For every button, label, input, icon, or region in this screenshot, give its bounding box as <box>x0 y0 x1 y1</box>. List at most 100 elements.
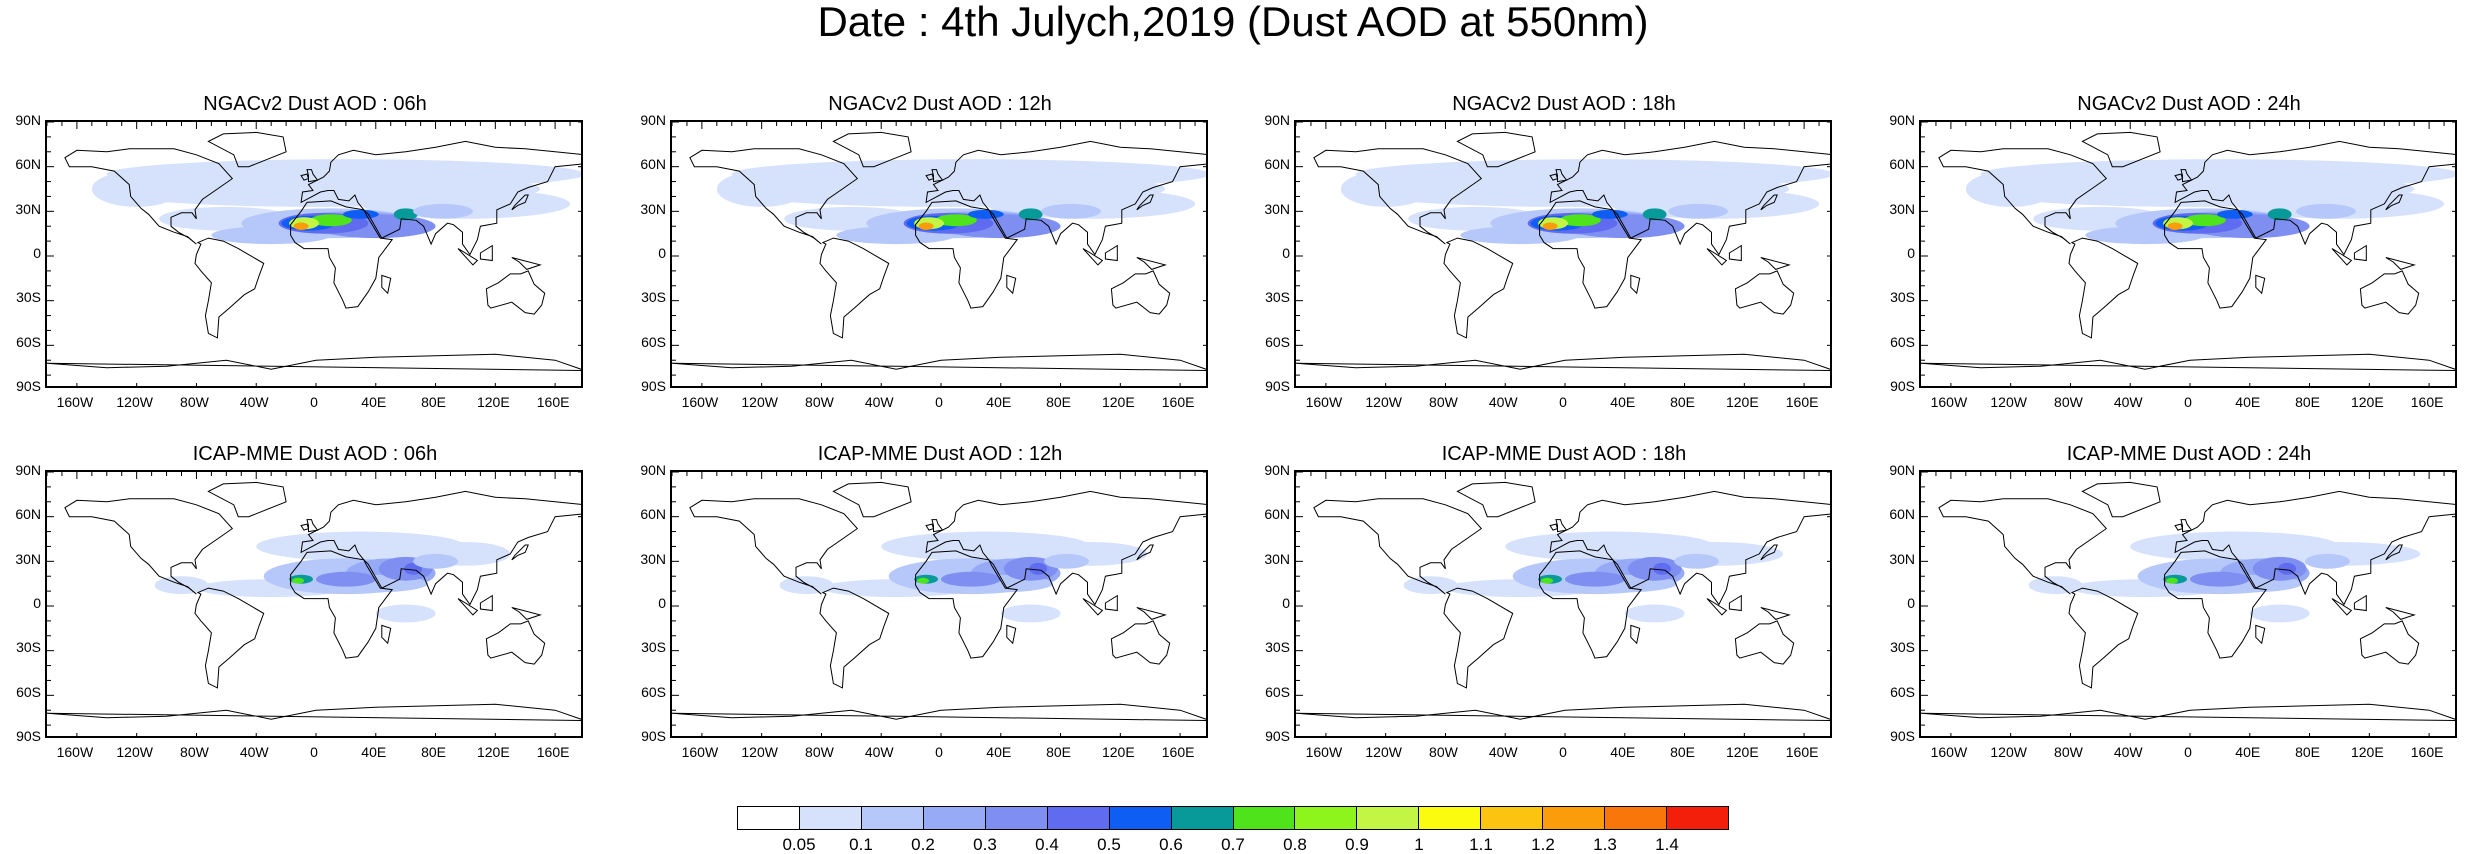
lon-tick-label: 120E <box>1101 394 1135 410</box>
lat-tick-label: 60S <box>641 333 666 350</box>
dust-aod-map <box>1921 122 2455 386</box>
lon-tick-label: 80E <box>1046 394 1072 410</box>
coastline <box>689 148 859 245</box>
lon-tick-label: 120E <box>2350 394 2384 410</box>
dust-aod-contour <box>316 571 376 587</box>
lon-tick-label: 120W <box>1990 744 2027 760</box>
dust-aod-contour <box>1965 171 2056 207</box>
colorbar-swatch <box>1419 807 1482 829</box>
lat-tick-label: 90S <box>1890 728 1915 744</box>
lat-tick-label: 90S <box>641 728 666 744</box>
coastline <box>832 131 912 168</box>
lon-tick-label: 0 <box>935 744 943 760</box>
coastline <box>194 237 265 339</box>
coastline <box>1938 148 2108 245</box>
coastline <box>672 353 1206 372</box>
coastline <box>194 587 265 689</box>
dust-aod-map <box>47 122 581 386</box>
coastline <box>925 140 1206 256</box>
colorbar-swatch <box>799 807 862 829</box>
coastline <box>300 173 310 181</box>
lat-tick-label: 0 <box>658 245 666 261</box>
dust-aod-contour <box>1000 604 1061 623</box>
coastline <box>1706 248 1728 266</box>
figure-title: Date : 4th Julych,2019 (Dust AOD at 550n… <box>817 0 1649 45</box>
colorbar-label: 1.4 <box>1655 835 1679 854</box>
colorbar-label: 0.3 <box>973 835 997 854</box>
colorbar-label: 1.2 <box>1531 835 1555 854</box>
coastline <box>300 140 581 256</box>
dust-aod-contour <box>1591 209 1628 219</box>
coastline <box>1443 587 1514 689</box>
dust-aod-contour <box>1041 203 1101 219</box>
dust-aod-contour <box>1044 553 1089 569</box>
lat-tick-label: 60S <box>16 333 41 350</box>
lat-tick-label: 30N <box>1264 200 1290 217</box>
colorbar-label: 0.4 <box>1035 835 1059 854</box>
lon-tick-label: 120E <box>1725 394 1759 410</box>
dust-aod-contour <box>941 571 1001 587</box>
lon-tick-label: 40E <box>2235 394 2261 410</box>
lon-tick-label: 80E <box>1670 394 1696 410</box>
lon-tick-label: 40E <box>361 394 387 410</box>
dust-aod-contour <box>393 208 418 221</box>
lat-tick-label: 30S <box>1265 289 1290 306</box>
colorbar-swatch <box>923 807 986 829</box>
coastline <box>207 131 287 168</box>
colorbar-swatch <box>1295 807 1358 829</box>
colorbar-label: 0.5 <box>1097 835 1121 854</box>
lat-tick-label: 30S <box>641 639 666 656</box>
lat-tick-label: 90S <box>1890 378 1915 394</box>
lon-tick-label: 40E <box>361 744 387 760</box>
coastline <box>2385 607 2416 620</box>
panel-title: NGACv2 Dust AOD : 24h <box>2077 93 2301 115</box>
dust-aod-contour <box>413 553 458 569</box>
dust-aod-map <box>1296 472 1830 736</box>
lon-tick-label: 80E <box>2295 744 2321 760</box>
coastline <box>47 703 581 722</box>
coastline <box>1760 257 1791 270</box>
dust-aod-contour <box>1668 203 1728 219</box>
coastline <box>1734 620 1795 665</box>
panel-title: ICAP-MME Dust AOD : 06h <box>192 443 438 465</box>
map-panel: ICAP-MME Dust AOD : 24h 90N 60N 30N 0 30S 60S 9… <box>1889 442 2457 777</box>
coastline <box>925 490 1206 606</box>
lon-tick-label: 120E <box>1725 744 1759 760</box>
map-panel: NGACv2 Dust AOD : 12h 90N 60N 30N 0 30S 60S 90S… <box>640 92 1208 427</box>
coastline <box>2180 169 2193 183</box>
coastline <box>306 169 319 183</box>
lon-tick-label: 160W <box>1930 744 1968 760</box>
map-panel: ICAP-MME Dust AOD : 06h 90N 60N 30N 0 30S 60S 9… <box>15 442 583 777</box>
dust-aod-contour <box>292 577 305 584</box>
lon-tick-label: 80E <box>2295 394 2321 410</box>
coastline <box>925 173 935 181</box>
coastline <box>511 544 529 561</box>
lon-tick-label: 80W <box>180 744 209 760</box>
colorbar-label: 1 <box>1414 835 1424 854</box>
lat-tick-label: 90N <box>640 112 666 128</box>
panel-title: NGACv2 Dust AOD : 06h <box>203 93 427 115</box>
lat-tick-label: 60N <box>15 506 41 523</box>
coastline <box>2359 620 2420 665</box>
lat-tick-label: 30S <box>16 289 41 306</box>
colorbar-label: 0.2 <box>911 835 935 854</box>
lat-tick-label: 30N <box>15 200 41 217</box>
lat-tick-label: 90N <box>15 462 41 478</box>
lat-tick-label: 90N <box>640 462 666 478</box>
coastline <box>2385 257 2416 270</box>
lon-tick-label: 80E <box>421 394 447 410</box>
coastline <box>1110 270 1171 315</box>
lon-tick-label: 40W <box>1488 394 1518 410</box>
dust-aod-contour <box>1624 604 1685 623</box>
coastline <box>1136 607 1167 620</box>
map-frame <box>1919 470 2457 738</box>
coastline <box>1549 523 1559 531</box>
lon-tick-label: 160W <box>681 744 719 760</box>
lat-tick-label: 0 <box>1907 245 1915 261</box>
lon-tick-label: 40W <box>864 394 894 410</box>
lat-tick-label: 60S <box>1265 683 1290 700</box>
coastline <box>1082 248 1104 266</box>
dust-aod-contour <box>1565 571 1625 587</box>
lon-tick-label: 120E <box>476 394 510 410</box>
coastline <box>511 194 529 211</box>
